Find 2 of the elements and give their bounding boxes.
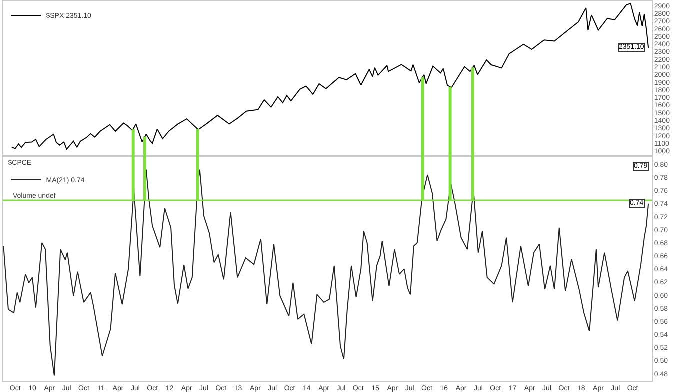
line-series (11, 3, 650, 150)
line-series (3, 169, 650, 376)
